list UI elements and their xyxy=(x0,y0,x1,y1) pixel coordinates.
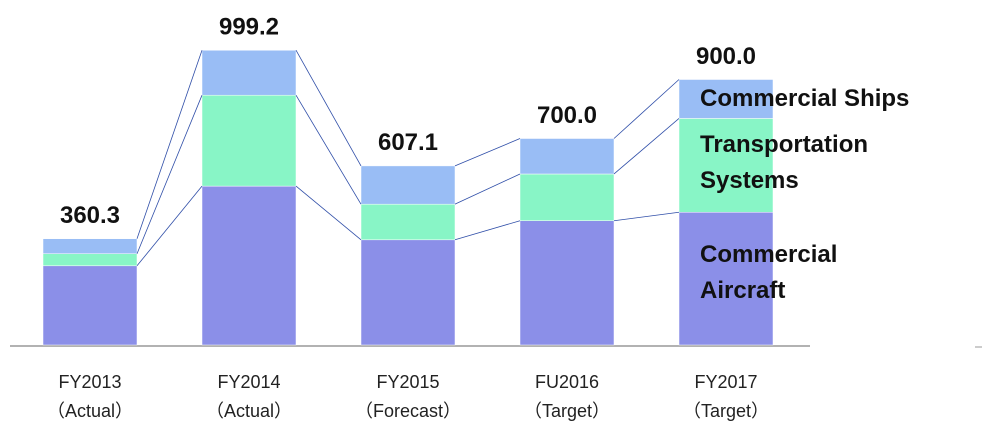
connector xyxy=(295,94,362,205)
total-label: 999.2 xyxy=(219,14,279,41)
connector xyxy=(613,118,680,175)
legend-label: Transportation Systems xyxy=(700,131,869,195)
connector xyxy=(613,79,680,139)
x-tick-label: FY2013 xyxy=(58,372,121,392)
bar-segment xyxy=(519,220,615,346)
x-tick-label: （Target） xyxy=(683,401,769,421)
bar-segment xyxy=(519,173,615,221)
total-label: 900.0 xyxy=(696,43,756,70)
connector xyxy=(454,173,521,205)
bar-segment xyxy=(42,265,138,346)
connector xyxy=(136,50,203,239)
bar-segment xyxy=(360,239,456,346)
connector xyxy=(136,95,203,254)
total-label: 607.1 xyxy=(378,129,438,156)
x-tick-label: FY2014 xyxy=(217,372,280,392)
connector xyxy=(613,211,680,222)
bar-segment xyxy=(360,165,456,205)
connector xyxy=(295,185,362,241)
x-tick-label: （Forecast） xyxy=(355,401,461,421)
x-tick-label: FY2017 xyxy=(694,372,757,392)
bar-segment xyxy=(360,203,456,241)
x-tick-label: （Actual） xyxy=(47,401,133,421)
x-tick-label: （Actual） xyxy=(206,401,292,421)
x-tick-label: FY2015 xyxy=(376,372,439,392)
x-tick-label: FU2016 xyxy=(535,372,599,392)
legend-label: Commercial Ships xyxy=(700,84,910,112)
bar-segment xyxy=(201,94,297,187)
bar-segment xyxy=(678,118,774,213)
bar-segment xyxy=(42,238,138,255)
bar-segment xyxy=(201,185,297,346)
connector xyxy=(295,50,362,167)
x-tick-label: （Target） xyxy=(524,401,610,421)
bar-segment xyxy=(519,138,615,175)
bar-segment xyxy=(201,49,297,96)
bar-segment xyxy=(678,79,774,119)
legend-label: Commercial Aircraft xyxy=(700,240,838,304)
bar-segment xyxy=(42,253,138,267)
connector xyxy=(454,220,521,241)
total-label: 700.0 xyxy=(537,102,597,129)
bar-segment xyxy=(678,212,774,346)
connector xyxy=(136,185,203,267)
connector xyxy=(454,138,521,167)
total-label: 360.3 xyxy=(60,202,120,229)
